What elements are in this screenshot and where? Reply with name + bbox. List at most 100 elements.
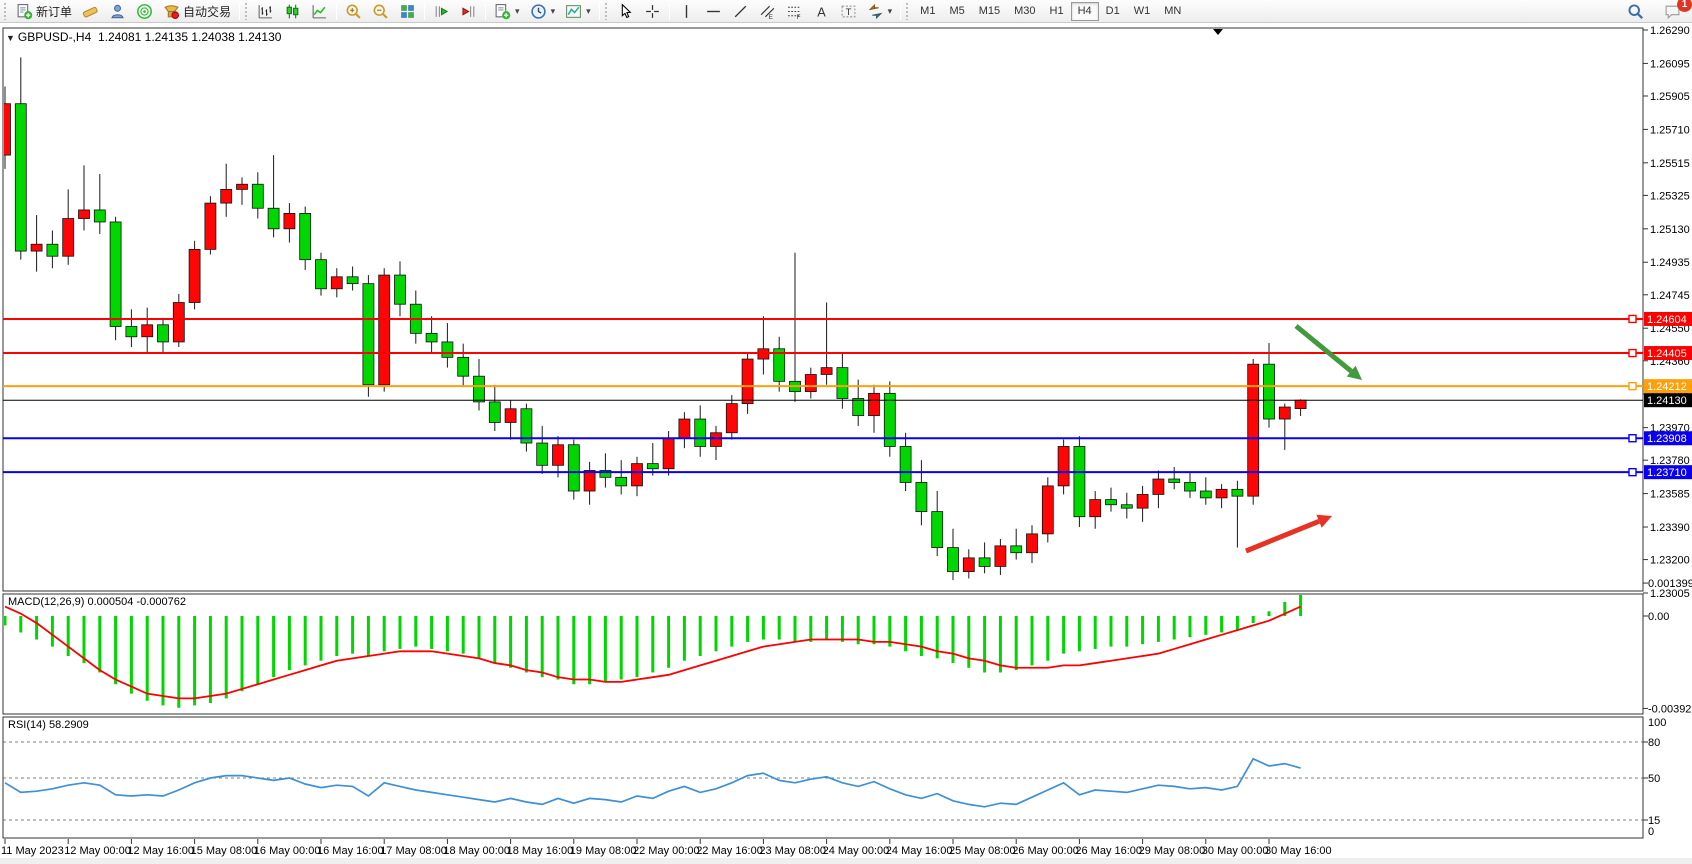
price-label-box xyxy=(1644,346,1692,361)
templates-button[interactable]: ▾ xyxy=(560,1,596,22)
periods-clock-icon xyxy=(530,3,547,20)
arrow-tools-icon xyxy=(867,3,884,20)
toolbar-drag-handle xyxy=(905,2,911,20)
fibonacci-button[interactable]: F xyxy=(781,1,808,22)
time-tick-label: 17 May 08:00 xyxy=(380,845,447,857)
auto-trading-button[interactable]: 自动交易 xyxy=(158,1,236,22)
price-tick-label: 1.23780 xyxy=(1650,455,1690,467)
chart-shift-icon xyxy=(460,3,477,20)
sound-icon xyxy=(136,3,153,20)
chevron-down-icon[interactable]: ▾ xyxy=(887,5,893,16)
price-label-text: 1.23908 xyxy=(1647,433,1687,445)
red-up-arrow xyxy=(1245,518,1320,554)
cursor-icon xyxy=(617,2,634,20)
bar-chart-button[interactable] xyxy=(252,1,279,22)
timeframe-m30[interactable]: M30 xyxy=(1014,5,1036,17)
macd-tick-label: 0.001399 xyxy=(1648,578,1692,590)
text-button[interactable]: A xyxy=(808,1,835,22)
chevron-down-icon[interactable]: ▼ xyxy=(6,33,15,43)
macd-indicator-label: MACD(12,26,9) 0.000504 -0.000762 xyxy=(8,596,186,608)
time-tick-label: 26 May 16:00 xyxy=(1075,845,1142,857)
news-button[interactable] xyxy=(131,1,158,22)
timeframe-m5[interactable]: M5 xyxy=(949,5,965,17)
indicators-button[interactable]: ▾ xyxy=(489,1,525,22)
timeframe-h1[interactable]: H1 xyxy=(1049,5,1064,17)
rsi-tick-label: 50 xyxy=(1648,773,1660,785)
tile-windows-button[interactable] xyxy=(394,1,421,22)
styler-button[interactable] xyxy=(77,1,104,22)
zoom-in-button[interactable] xyxy=(340,1,367,22)
profile-icon xyxy=(109,3,126,20)
auto-scroll-button[interactable] xyxy=(428,1,455,22)
time-tick-label: 18 May 16:00 xyxy=(507,845,574,857)
price-label-box xyxy=(1644,311,1692,326)
cursor-button[interactable] xyxy=(612,1,639,22)
time-tick-label: 23 May 08:00 xyxy=(759,845,826,857)
symbol-title: ▼ GBPUSD-,H4 1.24081 1.24135 1.24038 1.24… xyxy=(6,30,282,44)
time-tick-label: 25 May 08:00 xyxy=(949,845,1016,857)
toolbar-separator xyxy=(485,2,487,20)
channel-button[interactable]: E xyxy=(754,1,781,22)
chevron-down-icon[interactable]: ▾ xyxy=(515,5,520,16)
time-tick-label: 12 May 16:00 xyxy=(127,845,194,857)
line-chart-button[interactable] xyxy=(306,1,333,22)
price-tick-label: 1.23390 xyxy=(1650,522,1690,534)
time-tick-label: 22 May 16:00 xyxy=(696,845,763,857)
svg-text:T: T xyxy=(845,7,851,18)
zoom-out-button[interactable] xyxy=(367,1,394,22)
timeframe-m15[interactable]: M15 xyxy=(978,5,1001,17)
line-anchor xyxy=(1628,314,1637,324)
toolbar-drag-handle xyxy=(603,2,609,20)
time-tick-label: 30 May 00:00 xyxy=(1202,845,1269,857)
price-label-text: 1.24405 xyxy=(1647,348,1687,360)
crosshair-button[interactable] xyxy=(639,1,666,22)
vertical-line-button[interactable] xyxy=(673,1,700,22)
tile-windows-icon xyxy=(399,3,416,20)
text-label-icon: T xyxy=(840,3,857,20)
search-button[interactable] xyxy=(1622,1,1649,22)
time-tick-label: 24 May 16:00 xyxy=(886,845,953,857)
autotrade-icon xyxy=(163,3,180,20)
fibonacci-icon: F xyxy=(786,3,803,20)
notification-badge: 1 xyxy=(1677,0,1692,12)
crosshair-icon xyxy=(644,3,661,20)
text-label-button[interactable]: T xyxy=(835,1,862,22)
line-anchor xyxy=(1628,434,1637,443)
chevron-down-icon[interactable]: ▾ xyxy=(550,5,556,16)
green-down-arrow xyxy=(1294,324,1353,374)
time-tick-label: 24 May 00:00 xyxy=(823,845,890,857)
profile-button[interactable] xyxy=(104,1,131,22)
timeframe-h4[interactable]: H4 xyxy=(1070,1,1099,21)
new-order-button[interactable]: 新订单 xyxy=(11,1,77,22)
line-chart-icon xyxy=(311,3,328,20)
timeframe-d1[interactable]: D1 xyxy=(1105,5,1120,17)
toolbar-drag-handle xyxy=(3,2,8,20)
svg-text:A: A xyxy=(817,4,826,19)
line-anchor xyxy=(1628,381,1637,391)
timeframe-w1[interactable]: W1 xyxy=(1133,5,1151,17)
candlestick-icon xyxy=(284,3,301,20)
time-tick-label: 16 May 16:00 xyxy=(317,845,384,857)
price-label-text: 1.24604 xyxy=(1647,314,1687,326)
line-anchor xyxy=(1628,467,1637,477)
timeframe-mn[interactable]: MN xyxy=(1164,5,1182,17)
toolbar-separator xyxy=(336,2,338,20)
periods-button[interactable]: ▾ xyxy=(525,1,561,22)
price-tick-label: 1.24550 xyxy=(1650,323,1690,335)
notifications-button[interactable]: 1 xyxy=(1659,0,1692,22)
time-tick-label: 19 May 08:00 xyxy=(570,845,637,857)
price-tick-label: 1.23200 xyxy=(1650,555,1690,567)
chart-shift-button[interactable] xyxy=(455,1,482,22)
chevron-down-icon[interactable]: ▾ xyxy=(586,5,591,16)
indicators-icon xyxy=(494,3,511,20)
time-tick-label: 16 May 00:00 xyxy=(254,845,321,857)
price-label-box xyxy=(1644,393,1692,408)
price-label-box xyxy=(1644,465,1692,480)
time-tick-label: 12 May 00:00 xyxy=(64,845,131,857)
arrow-tools-button[interactable]: ▾ xyxy=(862,1,898,22)
candlestick-button[interactable] xyxy=(279,1,306,22)
horizontal-line-button[interactable] xyxy=(700,1,727,22)
timeframe-m1[interactable]: M1 xyxy=(920,5,936,17)
trendline-button[interactable] xyxy=(727,1,754,22)
